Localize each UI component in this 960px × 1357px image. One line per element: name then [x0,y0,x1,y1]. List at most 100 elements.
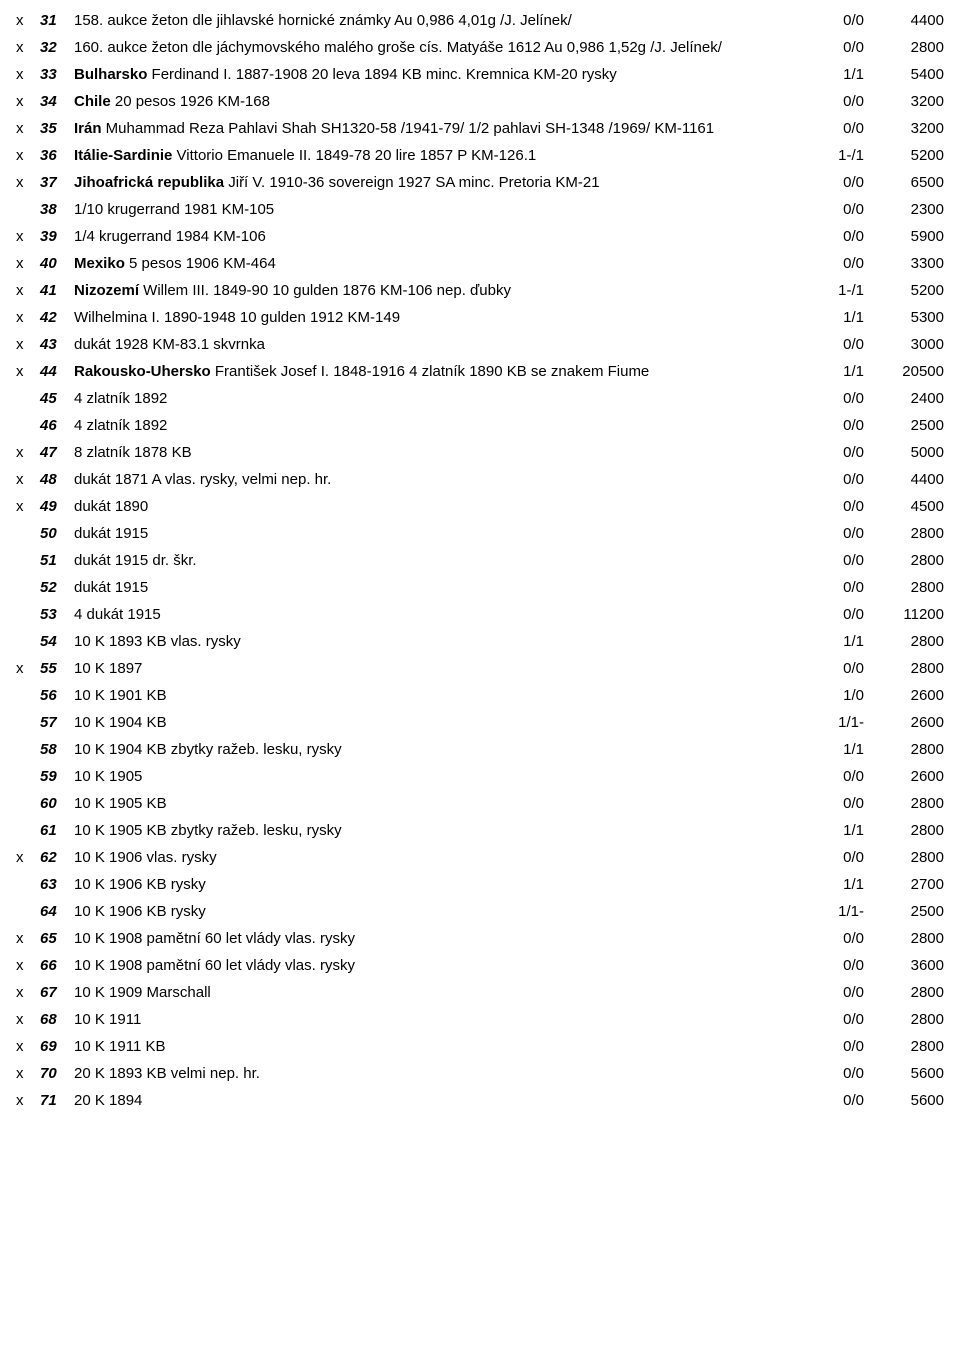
lot-number: 48 [40,469,74,490]
lot-row: x49dukát 18900/04500 [16,496,944,517]
auction-lot-list: x31158. aukce žeton dle jihlavské hornic… [16,10,944,1111]
lot-grade: 0/0 [804,496,864,517]
lot-price: 5200 [864,145,944,166]
lot-row: x7020 K 1893 KB velmi nep. hr.0/05600 [16,1063,944,1084]
lot-row: x34Chile 20 pesos 1926 KM-1680/03200 [16,91,944,112]
lot-row: x32160. aukce žeton dle jáchymovského ma… [16,37,944,58]
lot-price: 11200 [864,604,944,625]
lot-description-segment: 10 K 1906 vlas. rysky [74,849,217,866]
lot-grade: 0/0 [804,1009,864,1030]
lot-grade: 0/0 [804,469,864,490]
lot-grade: 0/0 [804,388,864,409]
lot-description-segment: František Josef I. 1848-1916 4 zlatník 1… [211,363,650,380]
lot-grade: 0/0 [804,37,864,58]
lot-description-segment: Muhammad Reza Pahlavi Shah SH1320-58 /19… [102,120,715,137]
lot-description-segment: 10 K 1906 KB rysky [74,903,206,920]
lot-description: 1/4 krugerrand 1984 KM-106 [74,226,804,247]
lot-mark: x [16,847,40,868]
lot-description: dukát 1915 [74,523,804,544]
lot-row: 5610 K 1901 KB1/02600 [16,685,944,706]
lot-description: 4 zlatník 1892 [74,388,804,409]
lot-description: Wilhelmina I. 1890-1948 10 gulden 1912 K… [74,307,804,328]
lot-row: x31158. aukce žeton dle jihlavské hornic… [16,10,944,31]
lot-price: 2500 [864,415,944,436]
lot-number: 46 [40,415,74,436]
lot-grade: 0/0 [804,118,864,139]
lot-description-segment: 10 K 1906 KB rysky [74,876,206,893]
lot-number: 31 [40,10,74,31]
lot-grade: 1/1 [804,874,864,895]
lot-description-segment: Nizozemí [74,282,139,299]
lot-description: 10 K 1905 KB [74,793,804,814]
lot-number: 59 [40,766,74,787]
lot-description: 8 zlatník 1878 KB [74,442,804,463]
lot-description-segment: dukát 1915 [74,525,148,542]
lot-description-segment: dukát 1871 A vlas. rysky, velmi nep. hr. [74,471,331,488]
lot-description-segment: 158. aukce žeton dle jihlavské hornické … [74,12,572,29]
lot-grade: 0/0 [804,334,864,355]
lot-row: 381/10 krugerrand 1981 KM-1050/02300 [16,199,944,220]
lot-description: Itálie-Sardinie Vittorio Emanuele II. 18… [74,145,804,166]
lot-description: 10 K 1911 [74,1009,804,1030]
lot-grade: 1/1- [804,901,864,922]
lot-grade: 0/0 [804,1036,864,1057]
lot-row: x6610 K 1908 pamětní 60 let vlády vlas. … [16,955,944,976]
lot-row: 52dukát 19150/02800 [16,577,944,598]
lot-number: 71 [40,1090,74,1111]
lot-row: 51dukát 1915 dr. škr.0/02800 [16,550,944,571]
lot-mark: x [16,658,40,679]
lot-mark: x [16,226,40,247]
lot-description-segment: Jiří V. 1910-36 sovereign 1927 SA minc. … [224,174,599,191]
lot-mark: x [16,1009,40,1030]
lot-mark: x [16,1090,40,1111]
lot-mark: x [16,307,40,328]
lot-number: 68 [40,1009,74,1030]
lot-price: 2600 [864,712,944,733]
lot-description-segment: 4 dukát 1915 [74,606,161,623]
lot-price: 2500 [864,901,944,922]
lot-grade: 1-/1 [804,145,864,166]
lot-number: 34 [40,91,74,112]
lot-description: 10 K 1909 Marschall [74,982,804,1003]
lot-description-segment: Bulharsko [74,66,147,83]
lot-description-segment: 8 zlatník 1878 KB [74,444,192,461]
lot-grade: 0/0 [804,928,864,949]
lot-description: 10 K 1908 pamětní 60 let vlády vlas. rys… [74,928,804,949]
lot-price: 20500 [864,361,944,382]
lot-grade: 0/0 [804,793,864,814]
lot-price: 2800 [864,631,944,652]
lot-number: 58 [40,739,74,760]
lot-price: 5000 [864,442,944,463]
lot-row: x41Nizozemí Willem III. 1849-90 10 gulde… [16,280,944,301]
lot-row: x36Itálie-Sardinie Vittorio Emanuele II.… [16,145,944,166]
lot-number: 65 [40,928,74,949]
lot-grade: 0/0 [804,226,864,247]
lot-row: x391/4 krugerrand 1984 KM-1060/05900 [16,226,944,247]
lot-grade: 1/1 [804,739,864,760]
lot-grade: 0/0 [804,766,864,787]
lot-description-segment: 10 K 1909 Marschall [74,984,211,1001]
lot-price: 5600 [864,1090,944,1111]
lot-grade: 0/0 [804,1090,864,1111]
lot-price: 2800 [864,37,944,58]
lot-description-segment: Vittorio Emanuele II. 1849-78 20 lire 18… [172,147,536,164]
lot-description: Rakousko-Uhersko František Josef I. 1848… [74,361,804,382]
lot-row: 6410 K 1906 KB rysky1/1-2500 [16,901,944,922]
lot-description-segment: 10 K 1905 [74,768,142,785]
lot-grade: 0/0 [804,550,864,571]
lot-mark: x [16,10,40,31]
lot-description: 20 K 1894 [74,1090,804,1111]
lot-price: 3200 [864,91,944,112]
lot-description: Bulharsko Ferdinand I. 1887-1908 20 leva… [74,64,804,85]
lot-mark: x [16,91,40,112]
lot-description-segment: 20 pesos 1926 KM-168 [111,93,270,110]
lot-grade: 0/0 [804,523,864,544]
lot-price: 5300 [864,307,944,328]
lot-mark: x [16,1036,40,1057]
lot-row: x42Wilhelmina I. 1890-1948 10 gulden 191… [16,307,944,328]
lot-number: 56 [40,685,74,706]
lot-description-segment: Itálie-Sardinie [74,147,172,164]
lot-price: 2700 [864,874,944,895]
lot-description: 4 zlatník 1892 [74,415,804,436]
lot-number: 41 [40,280,74,301]
